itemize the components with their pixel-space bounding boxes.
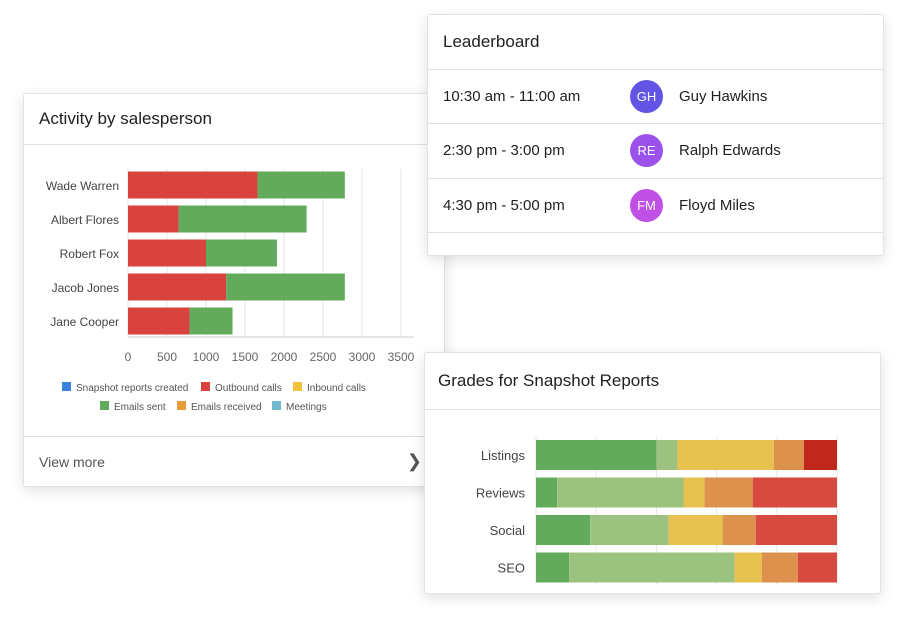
x-tick-label: 1500 bbox=[232, 350, 259, 364]
x-tick-label: 2500 bbox=[310, 350, 337, 364]
avatar: GH bbox=[630, 79, 663, 113]
x-tick-label: 0 bbox=[125, 350, 132, 364]
category-label: Albert Flores bbox=[51, 213, 119, 227]
bar-segment bbox=[128, 273, 227, 301]
bar-segment bbox=[226, 273, 345, 301]
person-name: Ralph Edwards bbox=[679, 142, 781, 159]
time-slot: 10:30 am - 11:00 am bbox=[443, 87, 581, 105]
legend-swatch bbox=[62, 382, 71, 391]
activity-chart: 0 500 1000 1500 2000 2500 3000 3500 Wade Warren A… bbox=[46, 169, 415, 413]
bar-segment bbox=[569, 552, 735, 583]
avatar: FM bbox=[630, 188, 663, 222]
bar-segment bbox=[752, 477, 837, 508]
time-slot: 2:30 pm - 3:00 pm bbox=[443, 142, 565, 159]
legend-label: Emails sent bbox=[114, 402, 166, 413]
bar-segment bbox=[257, 171, 345, 199]
bar-segment bbox=[761, 552, 798, 583]
time-slot: 4:30 pm - 5:00 pm bbox=[443, 196, 565, 214]
bar-segment bbox=[178, 205, 307, 233]
grades-title: Grades for Snapshot Reports bbox=[425, 353, 880, 410]
category-label: Jacob Jones bbox=[52, 281, 119, 295]
grades-chart: Listings Reviews Social SEO bbox=[476, 437, 838, 585]
legend-label: Meetings bbox=[286, 402, 327, 413]
avatar: RE bbox=[630, 134, 663, 167]
activity-title: Activity by salesperson bbox=[24, 94, 444, 145]
legend-swatch bbox=[100, 401, 109, 410]
category-label: Listings bbox=[481, 448, 526, 463]
leaderboard-row[interactable]: 2:30 pm - 3:00 pm RE Ralph Edwards bbox=[428, 124, 883, 179]
bar-segment bbox=[536, 515, 591, 545]
x-tick-label: 500 bbox=[157, 350, 177, 364]
view-more-button[interactable]: View more ❯ bbox=[24, 436, 444, 487]
bar-segment bbox=[128, 239, 206, 267]
category-label: SEO bbox=[498, 561, 525, 576]
bar-segment bbox=[797, 552, 837, 583]
chevron-right-icon: ❯ bbox=[406, 451, 422, 471]
category-label: Wade Warren bbox=[46, 179, 119, 193]
x-tick-label: 3500 bbox=[388, 350, 415, 364]
legend-swatch bbox=[293, 382, 302, 391]
bar-segment bbox=[677, 440, 774, 470]
bar-segment bbox=[557, 477, 684, 508]
bar-segment bbox=[128, 171, 258, 199]
x-tick-label: 1000 bbox=[193, 350, 220, 364]
bar-segment bbox=[803, 440, 837, 470]
leaderboard-row[interactable]: 4:30 pm - 5:00 pm FM Floyd Miles bbox=[428, 178, 883, 233]
bar-segment bbox=[668, 515, 723, 545]
category-label: Social bbox=[490, 523, 526, 538]
x-tick-label: 2000 bbox=[271, 350, 298, 364]
view-more-label: View more bbox=[39, 454, 105, 470]
leaderboard-card: Leaderboard 10:30 am - 11:00 am GH Guy Haw… bbox=[427, 14, 884, 256]
bar-segment bbox=[734, 552, 762, 583]
bar-segment bbox=[536, 477, 558, 508]
bar-segment bbox=[656, 440, 678, 470]
legend-label: Inbound calls bbox=[307, 383, 366, 394]
bar-segment bbox=[773, 440, 804, 470]
person-name: Guy Hawkins bbox=[679, 87, 768, 105]
bar-segment bbox=[206, 239, 277, 267]
grades-card: Grades for Snapshot Reports Listings Revi… bbox=[424, 352, 881, 594]
bar-segment bbox=[590, 515, 669, 545]
legend-label: Emails received bbox=[191, 402, 262, 413]
x-tick-label: 3000 bbox=[349, 350, 376, 364]
legend-swatch bbox=[272, 401, 281, 410]
category-label: Reviews bbox=[476, 486, 526, 501]
bar-segment bbox=[189, 307, 233, 335]
bar-segment bbox=[722, 515, 756, 545]
activity-card: Activity by salesperson 0 500 1000 1500 2000… bbox=[23, 93, 445, 487]
bar-segment bbox=[683, 477, 705, 508]
bar-segment bbox=[536, 552, 570, 583]
person-name: Floyd Miles bbox=[679, 196, 755, 214]
category-label: Robert Fox bbox=[60, 247, 119, 261]
legend-swatch bbox=[177, 401, 186, 410]
category-label: Jane Cooper bbox=[50, 315, 119, 329]
bar-segment bbox=[128, 307, 190, 335]
bar-segment bbox=[128, 205, 179, 233]
bar-segment bbox=[755, 515, 837, 545]
legend-label: Outbound calls bbox=[215, 383, 282, 394]
leaderboard-title: Leaderboard bbox=[428, 15, 883, 70]
legend-swatch bbox=[201, 382, 210, 391]
bar-segment bbox=[704, 477, 753, 508]
bar-segment bbox=[536, 440, 657, 470]
leaderboard-row[interactable]: 10:30 am - 11:00 am GH Guy Hawkins bbox=[428, 69, 883, 124]
legend-label: Snapshot reports created bbox=[76, 383, 188, 394]
